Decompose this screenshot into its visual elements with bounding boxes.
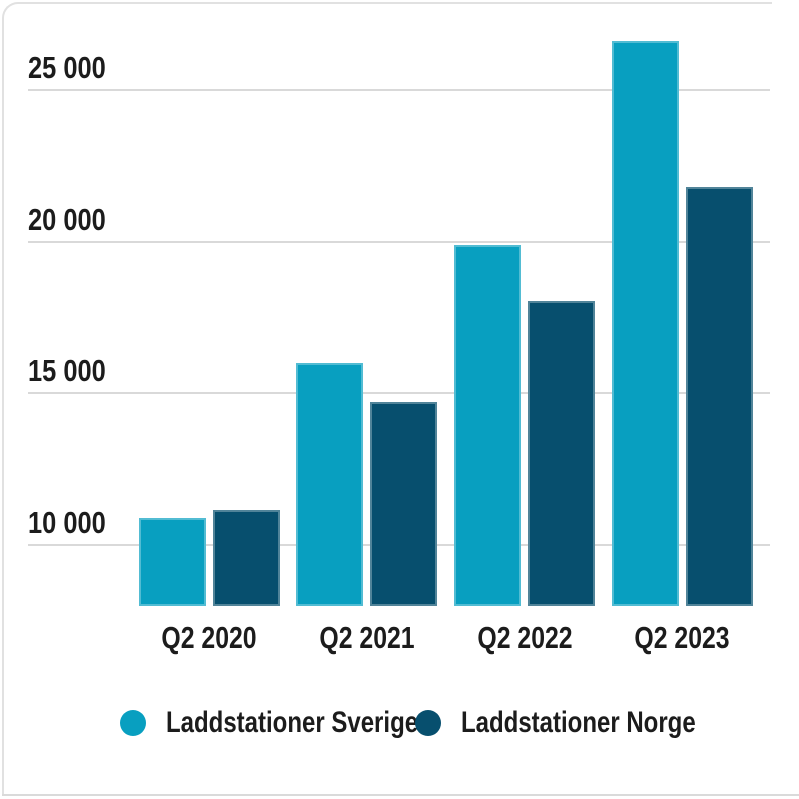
- y-tick-label: 10 000: [28, 505, 106, 540]
- bar-sverige[interactable]: [138, 517, 206, 606]
- card-bottom-line: [2, 794, 799, 796]
- y-tick-label: 25 000: [28, 50, 106, 85]
- x-tick-label: Q2 2022: [476, 620, 573, 655]
- gridline: [28, 240, 770, 243]
- legend-item-norge[interactable]: Laddstationer Norge: [415, 702, 754, 744]
- legend-label: Laddstationer Norge: [461, 706, 696, 739]
- x-tick-label: Q2 2021: [319, 620, 415, 655]
- bar-norge[interactable]: [685, 187, 753, 606]
- y-tick-label: 15 000: [28, 353, 106, 389]
- legend-label: Laddstationer Sverige: [166, 706, 419, 739]
- bar-norge[interactable]: [212, 510, 280, 606]
- gridline: [28, 89, 770, 91]
- bar-norge[interactable]: [370, 402, 438, 606]
- x-tick-label: Q2 2020: [161, 620, 257, 655]
- legend-item-sverige[interactable]: Laddstationer Sverige: [120, 702, 481, 744]
- bar-sverige[interactable]: [296, 363, 364, 606]
- bar-sverige[interactable]: [454, 244, 521, 606]
- y-tick-label: 20 000: [28, 201, 106, 237]
- legend-dot-sverige: [120, 710, 146, 736]
- bar-norge[interactable]: [528, 300, 595, 606]
- bar-sverige[interactable]: [611, 41, 679, 606]
- x-tick-label: Q2 2023: [634, 620, 730, 655]
- legend-dot-norge: [415, 710, 441, 736]
- gridline: [28, 392, 770, 395]
